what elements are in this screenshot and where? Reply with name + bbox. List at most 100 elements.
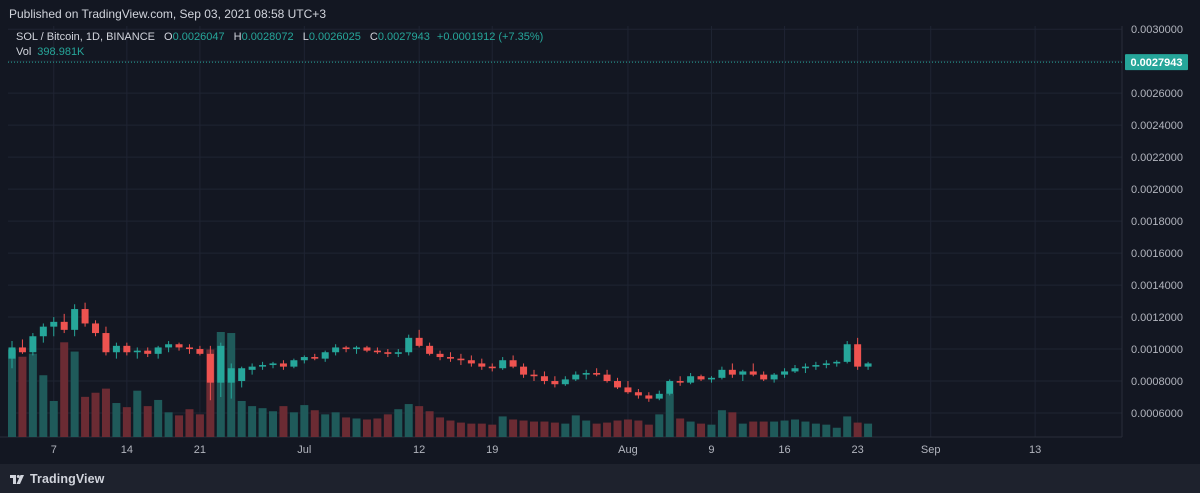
candle-body bbox=[791, 368, 799, 372]
price-tick-label: 0.0006000 bbox=[1131, 408, 1183, 420]
candle-body bbox=[770, 374, 778, 380]
volume-bar bbox=[603, 422, 612, 437]
volume-bar bbox=[279, 406, 288, 437]
candle-body bbox=[854, 344, 862, 367]
candle-body bbox=[645, 395, 653, 399]
candle-body bbox=[238, 368, 246, 382]
volume-bar bbox=[185, 409, 194, 437]
candle-body bbox=[666, 381, 674, 394]
volume-bar bbox=[613, 420, 622, 437]
candle-body bbox=[634, 392, 642, 396]
time-tick-label: 16 bbox=[778, 444, 790, 456]
volume-bar bbox=[864, 423, 873, 437]
candle-body bbox=[603, 374, 611, 382]
volume-bar bbox=[467, 423, 476, 437]
volume-bar bbox=[697, 423, 706, 437]
candle-body bbox=[185, 347, 193, 350]
volume-bar bbox=[415, 406, 424, 437]
volume-bar bbox=[300, 405, 309, 437]
candle-body bbox=[833, 361, 841, 364]
candle-body bbox=[196, 349, 204, 354]
candle-body bbox=[739, 371, 747, 375]
candle-body bbox=[206, 353, 214, 383]
volume-bar bbox=[686, 421, 695, 437]
time-tick-label: 14 bbox=[121, 444, 133, 456]
candle-body bbox=[269, 363, 277, 366]
volume-legend: Vol 398.981K bbox=[16, 46, 84, 58]
candle-body bbox=[332, 347, 340, 353]
candle-body bbox=[457, 358, 465, 361]
volume-bar bbox=[655, 414, 664, 437]
candle-body bbox=[39, 326, 47, 337]
candles bbox=[8, 302, 872, 402]
candle-body bbox=[227, 368, 235, 383]
candle-body bbox=[582, 373, 590, 375]
candle-body bbox=[60, 321, 68, 330]
candle-body bbox=[92, 323, 100, 334]
candle-body bbox=[728, 369, 736, 375]
volume-bar bbox=[383, 414, 392, 437]
candle-body bbox=[446, 357, 454, 359]
candle-body bbox=[165, 344, 173, 348]
price-axis: 0.00300000.00280000.00260000.00240000.00… bbox=[1131, 24, 1183, 420]
volume-bar bbox=[28, 353, 37, 437]
volume-bar bbox=[352, 418, 361, 437]
volume-bar bbox=[248, 406, 257, 437]
volume-bar bbox=[822, 424, 831, 437]
volume-label: Vol bbox=[16, 46, 32, 58]
volume-bar bbox=[269, 411, 277, 437]
time-tick-label: 21 bbox=[194, 444, 206, 456]
price-tick-label: 0.0024000 bbox=[1131, 120, 1183, 132]
volume-bar bbox=[91, 392, 100, 437]
candle-body bbox=[467, 360, 475, 364]
volume-bar bbox=[70, 351, 79, 437]
candle-body bbox=[436, 353, 444, 358]
time-tick-label: Jul bbox=[297, 444, 311, 456]
volume-bar bbox=[592, 423, 601, 437]
time-tick-label: 12 bbox=[413, 444, 425, 456]
candle-body bbox=[102, 333, 110, 353]
volume-bar bbox=[195, 414, 204, 437]
candle-body bbox=[248, 366, 256, 370]
candle-body bbox=[353, 347, 361, 350]
high-value: 0.0028072 bbox=[241, 31, 294, 43]
volume-bar bbox=[832, 427, 841, 437]
candlestick-chart: 0.00300000.00280000.00260000.00240000.00… bbox=[0, 24, 1188, 456]
last-price-marker: 0.0027943 bbox=[8, 54, 1188, 71]
candle-body bbox=[530, 374, 538, 377]
volume-bar bbox=[362, 419, 371, 437]
candle-body bbox=[300, 357, 308, 361]
candle-body bbox=[8, 347, 16, 359]
candle-body bbox=[718, 369, 726, 378]
volume-bar bbox=[154, 399, 163, 437]
volume-bar bbox=[644, 424, 653, 437]
candle-body bbox=[864, 363, 872, 367]
candle-body bbox=[384, 352, 392, 354]
price-tick-label: 0.0014000 bbox=[1131, 280, 1183, 292]
tradingview-logo[interactable]: TradingView bbox=[10, 472, 105, 486]
volume-bar bbox=[738, 423, 747, 437]
time-tick-label: 13 bbox=[1029, 444, 1041, 456]
volume-bar bbox=[101, 388, 110, 437]
volume-bar bbox=[342, 417, 351, 437]
candle-body bbox=[29, 336, 37, 353]
price-tick-label: 0.0016000 bbox=[1131, 248, 1183, 260]
candle-body bbox=[801, 366, 809, 369]
close-value: 0.0027943 bbox=[377, 31, 430, 43]
low-value: 0.0026025 bbox=[308, 31, 361, 43]
time-tick-label: Sep bbox=[921, 444, 941, 456]
candle-body bbox=[687, 376, 695, 383]
candle-body bbox=[499, 360, 507, 369]
candle-body bbox=[405, 337, 413, 353]
volume-bar bbox=[456, 422, 465, 437]
volume-bar bbox=[258, 408, 267, 437]
volume-bar bbox=[436, 417, 445, 437]
time-tick-label: Aug bbox=[618, 444, 638, 456]
tradingview-brand: TradingView bbox=[30, 472, 105, 486]
candle-body bbox=[749, 371, 757, 375]
volume-bar bbox=[18, 356, 27, 437]
candle-body bbox=[311, 357, 319, 359]
candle-body bbox=[279, 363, 287, 367]
tradingview-logo-icon bbox=[10, 475, 24, 484]
volume-bar bbox=[404, 404, 413, 437]
